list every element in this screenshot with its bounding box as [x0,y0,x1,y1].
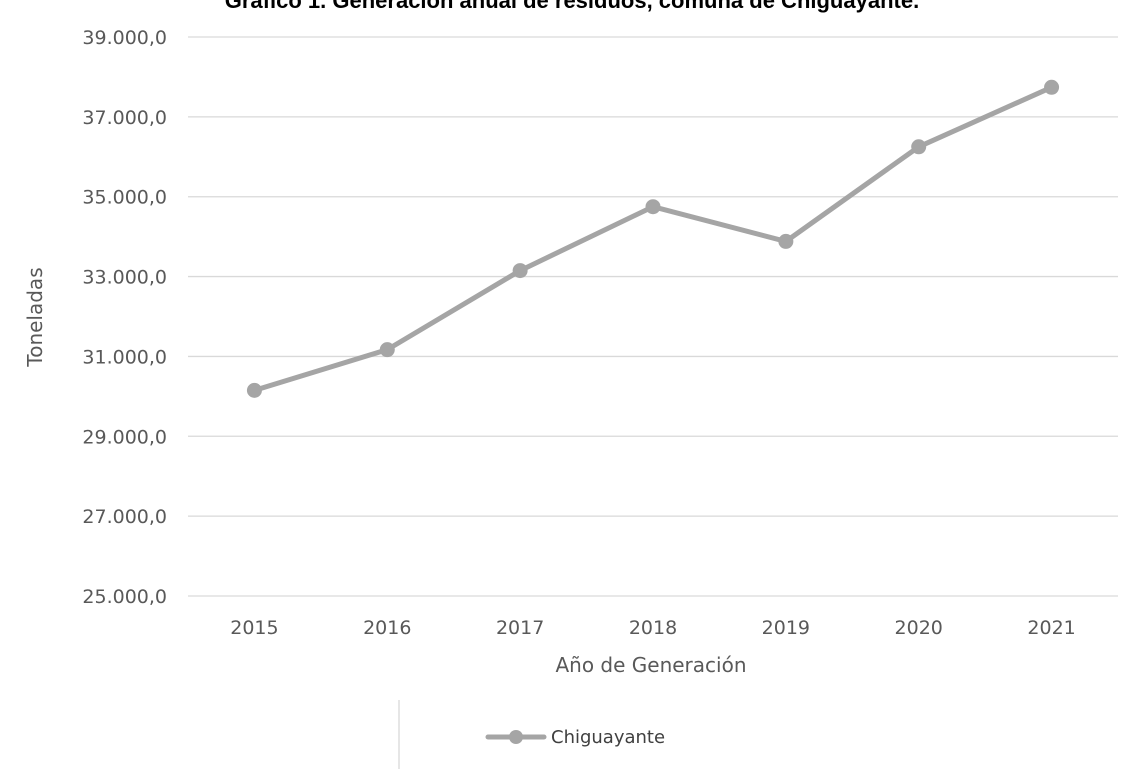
y-tick-label: 27.000,0 [82,506,167,528]
y-tick-label: 29.000,0 [82,426,167,448]
series-layer [246,79,1060,398]
x-tick-label: 2020 [895,617,943,639]
chart-title: Gráfico 1. Generación anual de residuos,… [225,0,919,13]
x-tick-label: 2015 [230,617,278,639]
data-point [645,199,661,215]
x-tick-labels: 2015 2016 2017 2018 2019 2020 2021 [230,617,1076,639]
data-point [246,382,262,398]
x-tick-label: 2016 [363,617,411,639]
data-point [1044,79,1060,95]
y-tick-labels: 25.000,0 27.000,0 29.000,0 31.000,0 33.000,0… [82,27,167,608]
grid-layer [188,36,1118,597]
x-tick-label: 2018 [629,617,677,639]
legend: Chiguayante [485,727,665,748]
data-point [778,233,794,249]
y-axis-title: Toneladas [23,267,47,367]
data-point [911,139,927,155]
y-tick-label: 33.000,0 [82,267,167,289]
x-tick-label: 2021 [1027,617,1075,639]
y-tick-label: 39.000,0 [82,27,167,49]
data-point [379,342,395,358]
y-tick-label: 31.000,0 [82,346,167,368]
x-tick-label: 2017 [496,617,544,639]
y-tick-label: 37.000,0 [82,107,167,129]
legend-series-marker [509,730,523,744]
data-point [512,263,528,279]
y-tick-label: 25.000,0 [82,586,167,608]
x-tick-label: 2019 [762,617,810,639]
legend-series-label: Chiguayante [551,727,665,748]
series-line [251,84,1055,393]
x-axis-title: Año de Generación [555,653,746,677]
y-tick-label: 35.000,0 [82,187,167,209]
